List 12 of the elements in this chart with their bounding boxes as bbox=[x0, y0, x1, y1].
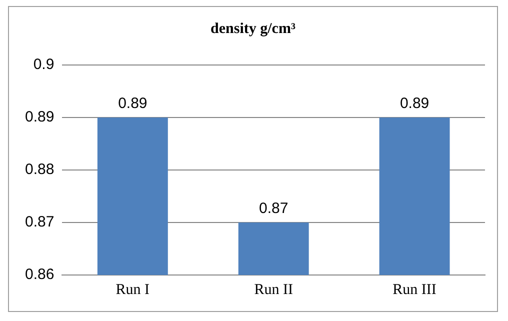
data-label: 0.89 bbox=[400, 95, 430, 112]
data-label: 0.87 bbox=[258, 200, 288, 218]
chart-title: density g/cm³ bbox=[210, 21, 296, 38]
y-tick-label: 0.86 bbox=[24, 266, 54, 284]
x-tick-label: Run II bbox=[254, 282, 293, 298]
data-label: 0.89 bbox=[118, 95, 148, 112]
y-tick-label: 0.87 bbox=[24, 214, 54, 231]
x-tick-label: Run I bbox=[116, 282, 150, 298]
y-tick-label: 0.88 bbox=[24, 161, 54, 178]
y-tick-label: 0.89 bbox=[24, 108, 54, 126]
y-tick-label: 0.9 bbox=[33, 56, 54, 74]
x-tick-label: Run III bbox=[392, 282, 436, 298]
